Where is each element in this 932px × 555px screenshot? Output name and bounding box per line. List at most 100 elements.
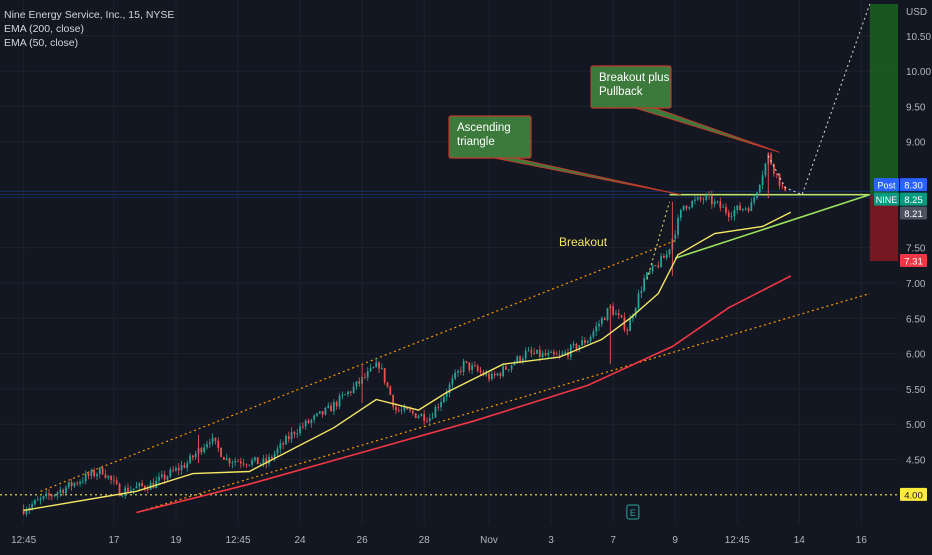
candle-body <box>79 481 81 484</box>
candle-body <box>155 480 158 489</box>
price-tag: 4.00 <box>900 487 927 501</box>
candle-body <box>304 420 307 427</box>
callout: Ascending triangle <box>448 115 681 196</box>
price-tag-value: 4.00 <box>904 490 923 501</box>
y-tick-label: 6.00 <box>906 350 926 361</box>
candle-body <box>245 464 248 466</box>
callout-text: Pullback <box>599 86 643 98</box>
breakout-label: Breakout <box>559 235 608 249</box>
candle-body <box>138 483 141 487</box>
candle-body <box>59 489 62 493</box>
candle-body <box>310 419 313 424</box>
candle-body <box>564 352 567 354</box>
x-tick-label: 16 <box>856 535 868 546</box>
candle-body <box>615 313 617 315</box>
candle-body <box>586 341 589 344</box>
candle-body <box>228 458 231 464</box>
candle-body <box>141 483 143 486</box>
candle-body <box>124 487 127 496</box>
candle-body <box>369 368 372 372</box>
candle-body <box>437 406 440 408</box>
price-tag-bg <box>900 487 927 501</box>
y-tick-label: 10.50 <box>906 32 931 43</box>
candle-body <box>183 465 186 468</box>
price-tag-bg <box>900 254 927 268</box>
candle-body <box>773 164 775 174</box>
price-tag-bg <box>900 178 927 192</box>
candle-body <box>702 199 705 201</box>
candle-body <box>423 413 426 421</box>
candle-body <box>301 426 304 428</box>
ema50-line <box>23 211 792 512</box>
candle-body <box>223 457 225 460</box>
candle-body <box>474 365 476 367</box>
candle-body <box>414 413 417 418</box>
candle-body <box>705 194 708 201</box>
breakout-arrow <box>646 201 671 280</box>
candle-body <box>598 323 600 327</box>
candle-body <box>217 440 220 448</box>
y-tick-label: 5.00 <box>906 420 926 431</box>
candle-body <box>248 464 251 466</box>
candle-body <box>637 293 640 309</box>
candle-body <box>189 455 191 464</box>
candle-body <box>282 443 285 445</box>
candle-body <box>191 455 194 458</box>
price-tag: 7.31 <box>900 254 927 268</box>
x-tick-label: 12:45 <box>225 535 250 546</box>
candle-body <box>127 487 129 493</box>
candle-body <box>660 255 662 268</box>
candle-body <box>761 175 764 186</box>
candle-body <box>42 496 45 499</box>
candle-body <box>688 207 691 209</box>
callout-pointer <box>634 107 780 153</box>
candle-body <box>524 351 527 359</box>
candle-body <box>665 254 668 259</box>
candle-body <box>409 409 411 411</box>
candle-body <box>53 495 56 497</box>
chart-legend: Nine Energy Service, Inc., 15, NYSE EMA … <box>4 8 174 50</box>
ema200-legend[interactable]: EMA (200, close) <box>4 23 84 35</box>
x-tick-label: Nov <box>480 535 498 546</box>
candle-body <box>575 343 578 350</box>
candle-body <box>93 470 96 477</box>
candle-body <box>457 370 459 373</box>
symbol-title[interactable]: Nine Energy Service, Inc., 15, NYSE <box>4 9 175 21</box>
candle-body <box>313 415 316 420</box>
callout-box <box>448 115 532 159</box>
candle-body <box>262 458 265 464</box>
y-tick-label: 5.50 <box>906 385 926 396</box>
candle-body <box>45 493 48 497</box>
candle-body <box>648 271 651 273</box>
candle-body <box>31 504 33 508</box>
candle-body <box>67 481 70 488</box>
candle-body <box>347 391 349 395</box>
candle-body <box>595 326 598 332</box>
candle-body <box>507 369 510 371</box>
candle-body <box>307 420 310 424</box>
candle-body <box>237 461 239 462</box>
candle-body <box>561 353 564 356</box>
price-tag-bg <box>900 192 927 206</box>
candle-body <box>544 353 547 356</box>
candle-body <box>200 448 203 453</box>
candle-body <box>417 416 420 418</box>
candle-body <box>160 474 163 477</box>
candle-body <box>428 418 431 422</box>
candle-body <box>220 447 222 458</box>
candle-body <box>747 208 750 211</box>
candle-body <box>214 437 217 441</box>
candle-body <box>107 475 110 478</box>
candle-body <box>194 453 197 458</box>
ema50-legend[interactable]: EMA (50, close) <box>4 37 79 49</box>
candle-body <box>406 407 409 410</box>
candle-body <box>553 351 555 355</box>
x-tick-label: 26 <box>357 535 369 546</box>
price-tag-name-bg <box>874 192 899 206</box>
candle-body <box>110 475 112 480</box>
candles <box>22 151 787 517</box>
candle-body <box>722 206 725 208</box>
